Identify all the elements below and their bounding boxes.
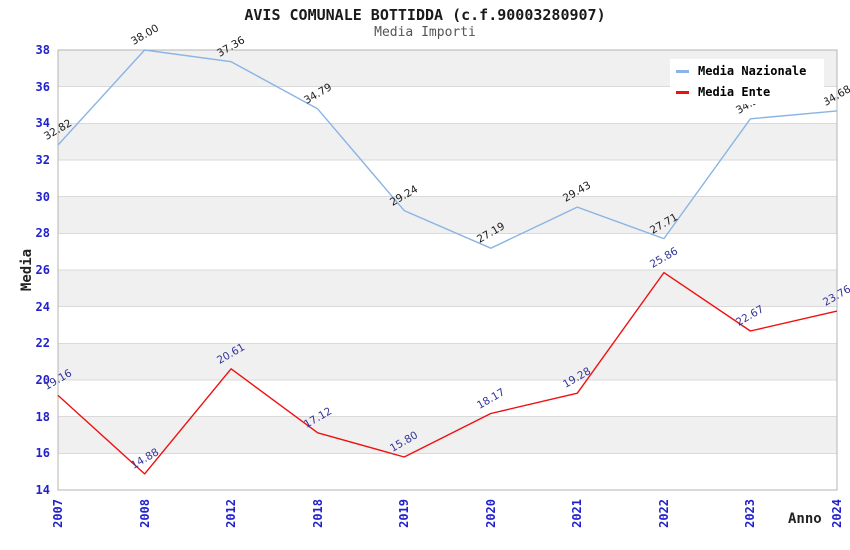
plot-band [58, 123, 837, 160]
y-tick-label: 34 [35, 116, 50, 131]
plot-band [58, 196, 837, 234]
y-tick-label: 38 [35, 43, 50, 57]
y-tick-label: 14 [35, 483, 50, 497]
legend-line-marker-nazionale-icon [676, 69, 689, 73]
x-tick-label: 2020 [483, 499, 498, 528]
y-tick-label: 36 [35, 79, 50, 94]
y-tick-label: 18 [35, 409, 50, 424]
legend-line-marker-ente-icon [676, 90, 689, 94]
plot-band [58, 233, 837, 270]
plot-band [58, 160, 837, 197]
x-tick-label: 2018 [310, 499, 325, 528]
legend-label-media-nazionale: Media Nazionale [698, 64, 807, 78]
series-line-media-nazionale [57, 49, 838, 249]
legend-item-media-nazionale: Media Nazionale [676, 64, 818, 78]
x-tick-label: 2007 [51, 499, 65, 528]
y-tick-label: 24 [35, 299, 50, 314]
plot-band [58, 380, 837, 417]
x-tick-label: 2022 [656, 499, 671, 528]
y-tick-label: 20 [35, 373, 50, 387]
chart-subtitle: Media Importi [374, 25, 476, 40]
y-tick-label: 26 [35, 263, 50, 277]
series-line-media-ente [57, 271, 838, 475]
chart-title: AVIS COMUNALE BOTTIDDA (c.f.90003280907) [244, 6, 606, 24]
plot-band [58, 343, 837, 380]
y-tick-label: 22 [35, 336, 50, 351]
y-tick-label: 30 [35, 189, 50, 204]
x-tick-label: 2023 [743, 499, 758, 528]
x-tick-label: 2019 [397, 499, 412, 528]
x-tick-label: 2012 [224, 499, 239, 528]
x-tick-label: 2024 [830, 499, 844, 528]
legend-label-media-ente: Media Ente [698, 85, 771, 99]
y-tick-label: 16 [35, 446, 50, 461]
y-tick-label: 32 [35, 153, 50, 167]
plot-band [58, 306, 837, 344]
x-tick-label: 2021 [570, 499, 585, 528]
legend-item-media-ente: Media Ente [676, 85, 818, 99]
plot-band [58, 453, 837, 490]
plot-band [58, 270, 837, 307]
y-tick-label: 28 [35, 226, 50, 241]
plot-border [57, 49, 838, 491]
y-axis-title: Media [19, 248, 35, 292]
x-axis-title: Anno [788, 511, 822, 527]
legend: Media Nazionale Media Ente [670, 59, 824, 104]
x-tick-label: 2008 [137, 499, 152, 528]
